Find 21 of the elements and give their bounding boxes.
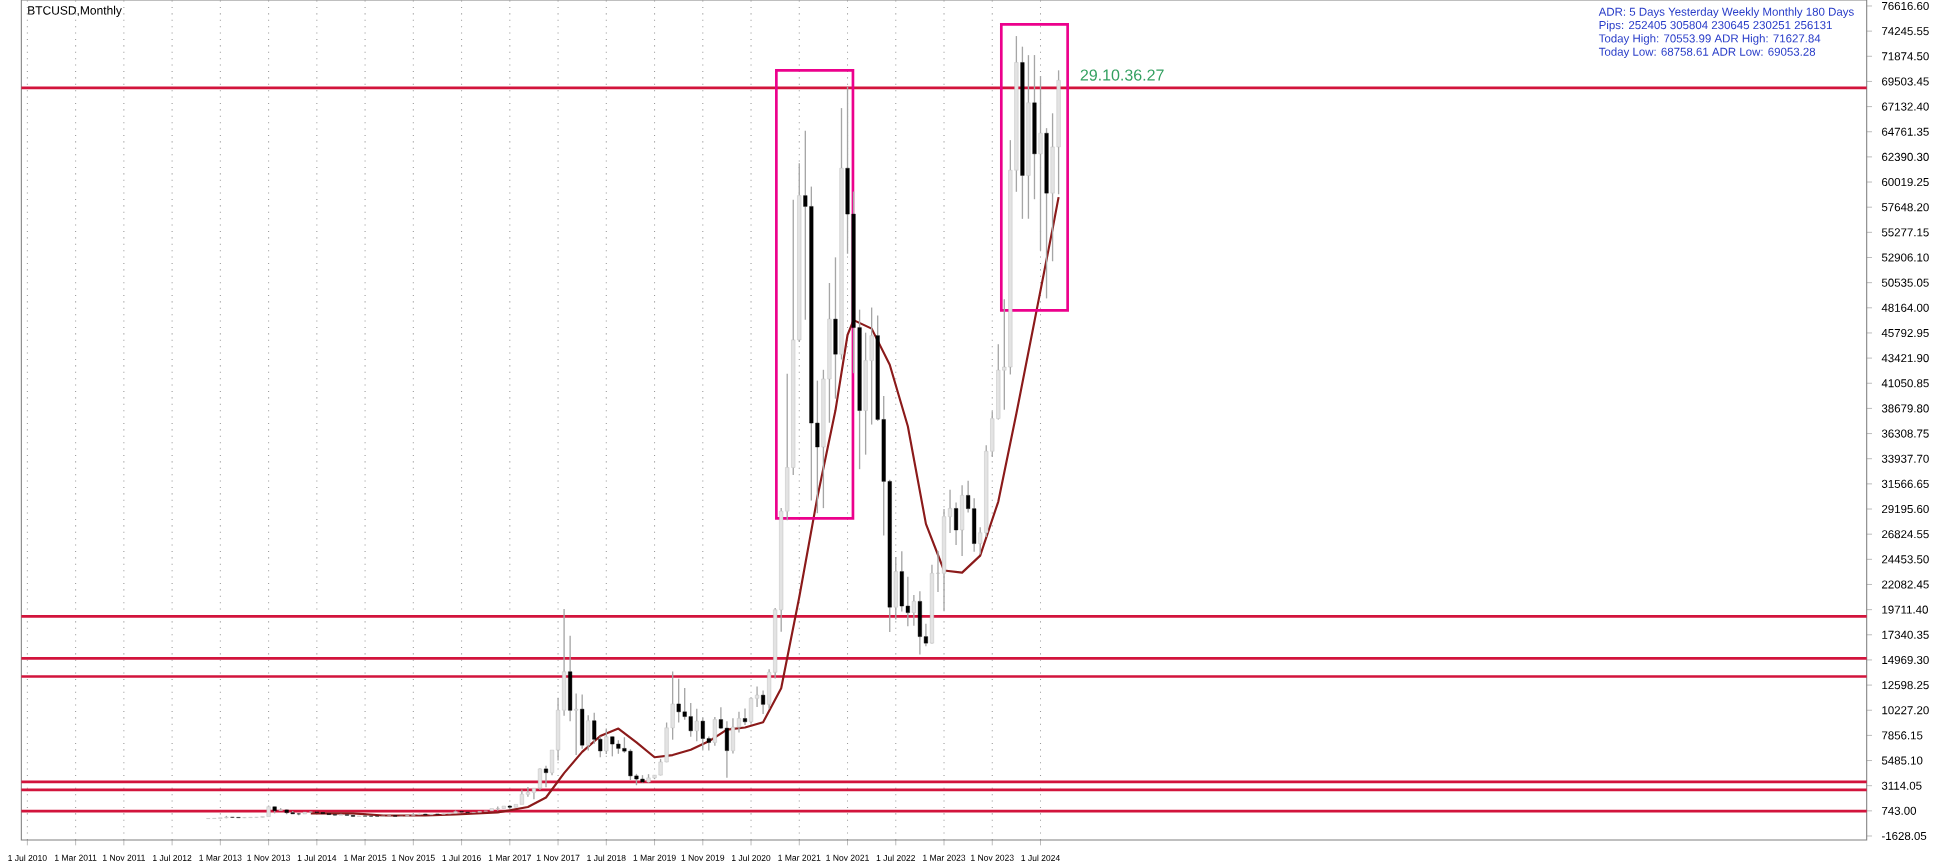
- candlestick: [525, 786, 530, 798]
- line-series: [309, 196, 1060, 817]
- candlestick: [1032, 54, 1037, 200]
- candlestick: [809, 185, 814, 502]
- candlestick: [869, 306, 874, 426]
- candlestick: [1038, 75, 1043, 252]
- candlestick: [942, 508, 947, 612]
- candlestick: [712, 716, 717, 747]
- candlestick: [972, 497, 977, 553]
- candlestick: [724, 720, 729, 779]
- candlestick: [1026, 54, 1031, 220]
- candlestick: [905, 576, 910, 627]
- candlestick: [730, 717, 735, 755]
- candlestick: [574, 692, 579, 756]
- candlestick: [960, 484, 965, 557]
- candlestick: [749, 698, 754, 725]
- candlestick: [917, 590, 922, 656]
- candlestick: [863, 332, 868, 456]
- candlestick: [568, 635, 573, 722]
- candlestick: [954, 501, 959, 546]
- ref-line-label: 29.10.36.27: [1080, 69, 1164, 81]
